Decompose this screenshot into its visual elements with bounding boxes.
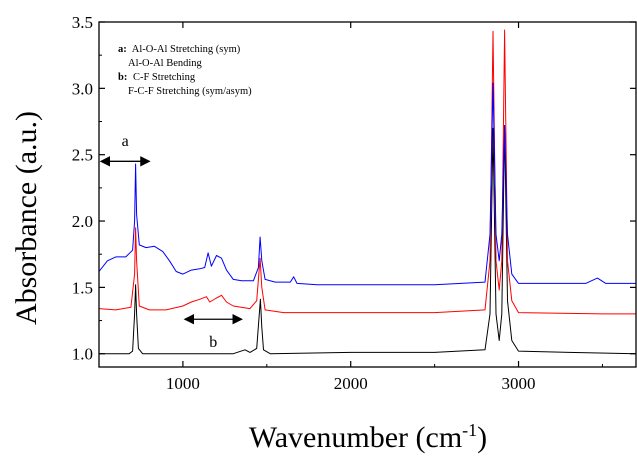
legend-a-line2: Al-O-Al Bending — [128, 58, 203, 69]
y-axis-title: Absorbance (a.u.) — [10, 111, 43, 325]
series-line-0 — [99, 125, 637, 355]
series-line-2 — [98, 82, 636, 286]
x-tick-label: 3000 — [502, 374, 536, 393]
series-line-1 — [98, 29, 636, 315]
plot-frame — [98, 21, 637, 368]
axis-ticks: 1.0 1.5 2.0 2.5 3.0 3.5 1000 2000 3000 — [72, 13, 636, 393]
annotation-label-b: b — [209, 334, 217, 351]
y-tick-label: 1.0 — [72, 345, 93, 364]
legend-b-line2: F-C-F Stretching (sym/asym) — [128, 86, 252, 97]
y-tick-label: 3.5 — [72, 13, 93, 32]
x-axis-title: Wavenumber (cm-1) — [249, 420, 487, 454]
x-tick-label: 2000 — [334, 374, 368, 393]
y-tick-label: 2.0 — [72, 212, 93, 231]
y-tick-label: 2.5 — [72, 146, 93, 165]
legend-b-line1: b: C-F Stretching — [118, 72, 196, 83]
legend-a-line1: a: Al-O-Al Stretching (sym) — [118, 44, 241, 55]
annotation-label-a: a — [122, 133, 129, 150]
plot-area — [98, 29, 637, 355]
y-tick-label: 1.5 — [72, 278, 93, 297]
legend-box: a: Al-O-Al Stretching (sym) Al-O-Al Bend… — [118, 44, 252, 97]
x-tick-label: 1000 — [166, 374, 200, 393]
annotations: ab — [99, 133, 243, 351]
y-tick-label: 3.0 — [72, 79, 93, 98]
